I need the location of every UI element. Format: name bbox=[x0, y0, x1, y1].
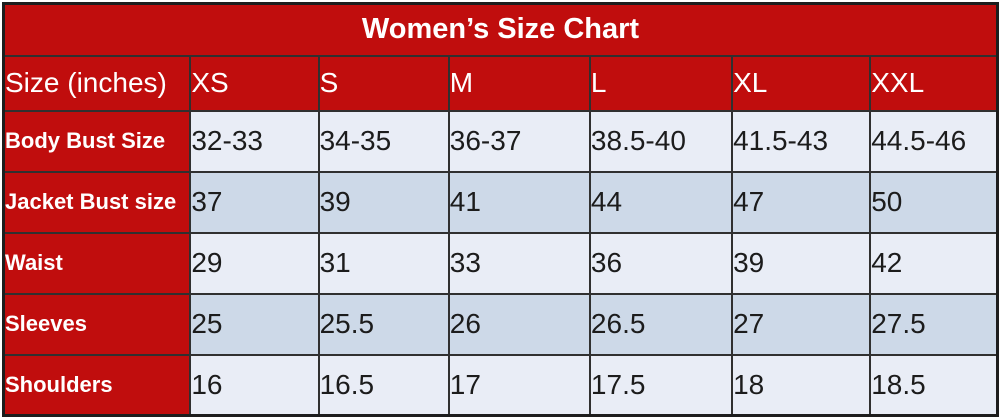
size-value-cell: 25 bbox=[189, 292, 320, 356]
size-value-cell: 36 bbox=[588, 231, 734, 295]
size-value-cell: 32-33 bbox=[189, 109, 320, 173]
row-label: Jacket Bust size bbox=[2, 170, 192, 234]
size-value-cell: 33 bbox=[447, 231, 591, 295]
row-label: Body Bust Size bbox=[2, 109, 192, 173]
size-value-cell: 18 bbox=[731, 353, 872, 417]
size-value-cell: 36-37 bbox=[447, 109, 591, 173]
table-row: Waist 29 31 33 36 39 42 bbox=[2, 231, 999, 295]
size-value-cell: 26.5 bbox=[588, 292, 734, 356]
table-row: Shoulders 16 16.5 17 17.5 18 18.5 bbox=[2, 353, 999, 417]
row-label: Waist bbox=[2, 231, 192, 295]
size-value-cell: 44 bbox=[588, 170, 734, 234]
header-row: Size (inches) XS S M L XL XXL bbox=[2, 54, 999, 112]
size-value-cell: 44.5-46 bbox=[869, 109, 999, 173]
column-header-m: M bbox=[447, 54, 591, 112]
size-value-cell: 31 bbox=[317, 231, 450, 295]
size-value-cell: 34-35 bbox=[317, 109, 450, 173]
size-value-cell: 18.5 bbox=[869, 353, 999, 417]
size-value-cell: 37 bbox=[189, 170, 320, 234]
table-row: Sleeves 25 25.5 26 26.5 27 27.5 bbox=[2, 292, 999, 356]
size-value-cell: 27 bbox=[731, 292, 872, 356]
size-value-cell: 16.5 bbox=[317, 353, 450, 417]
size-value-cell: 42 bbox=[869, 231, 999, 295]
size-value-cell: 17 bbox=[447, 353, 591, 417]
column-header-s: S bbox=[317, 54, 450, 112]
size-value-cell: 39 bbox=[731, 231, 872, 295]
title-row: Women’s Size Chart bbox=[2, 2, 999, 57]
size-value-cell: 16 bbox=[189, 353, 320, 417]
size-value-cell: 17.5 bbox=[588, 353, 734, 417]
size-value-cell: 38.5-40 bbox=[588, 109, 734, 173]
size-value-cell: 39 bbox=[317, 170, 450, 234]
column-header-xs: XS bbox=[189, 54, 320, 112]
size-value-cell: 27.5 bbox=[869, 292, 999, 356]
size-value-cell: 41.5-43 bbox=[731, 109, 872, 173]
table-row: Body Bust Size 32-33 34-35 36-37 38.5-40 41.5… bbox=[2, 109, 999, 173]
column-header-xxl: XXL bbox=[869, 54, 999, 112]
column-header-size-inches: Size (inches) bbox=[2, 54, 192, 112]
row-label: Sleeves bbox=[2, 292, 192, 356]
column-header-xl: XL bbox=[731, 54, 872, 112]
row-label: Shoulders bbox=[2, 353, 192, 417]
size-value-cell: 29 bbox=[189, 231, 320, 295]
size-value-cell: 41 bbox=[447, 170, 591, 234]
size-value-cell: 50 bbox=[869, 170, 999, 234]
column-header-l: L bbox=[588, 54, 734, 112]
size-value-cell: 47 bbox=[731, 170, 872, 234]
chart-title: Women’s Size Chart bbox=[2, 2, 999, 57]
size-value-cell: 26 bbox=[447, 292, 591, 356]
size-chart-body: Body Bust Size 32-33 34-35 36-37 38.5-40 41.5… bbox=[2, 109, 999, 417]
size-value-cell: 25.5 bbox=[317, 292, 450, 356]
table-row: Jacket Bust size 37 39 41 44 47 50 bbox=[2, 170, 999, 234]
